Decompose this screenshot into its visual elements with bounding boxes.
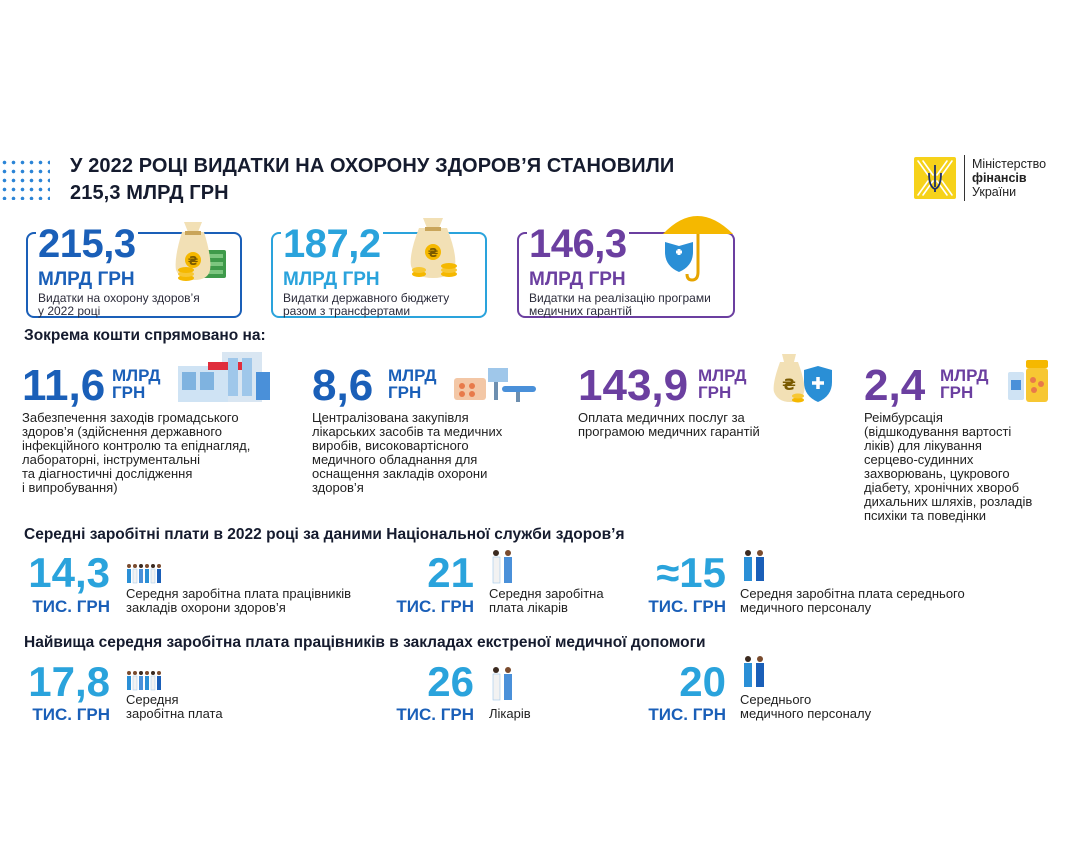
laboratory-icon bbox=[178, 352, 274, 409]
card-value: 187,2 bbox=[281, 222, 383, 266]
card-desc: Видатки на охорону здоров’я у 2022 році bbox=[38, 291, 200, 318]
logo-separator bbox=[964, 155, 965, 201]
svg-text:₴: ₴ bbox=[428, 246, 438, 260]
emergency-unit: ТИС. ГРН bbox=[648, 705, 726, 724]
card-value: 146,3 bbox=[527, 222, 629, 266]
title-line-1: У 2022 РОЦІ ВИДАТКИ НА ОХОРОНУ ЗДОРОВ’Я … bbox=[70, 155, 675, 177]
salary-unit: ТИС. ГРН bbox=[648, 597, 726, 616]
emergency-unit: ТИС. ГРН bbox=[32, 705, 110, 724]
salary-unit: ТИС. ГРН bbox=[396, 597, 474, 616]
ministry-line-1: Міністерство bbox=[972, 157, 1047, 171]
nurses-icon bbox=[742, 549, 768, 583]
card-value: 215,3 bbox=[36, 222, 138, 266]
medical-equipment-icon bbox=[454, 364, 538, 409]
fund-desc: Забезпечення заходів громадського здоров’… bbox=[22, 410, 251, 495]
fund-unit: МЛРД ГРН bbox=[388, 366, 437, 402]
ministry-line-2: фінансів bbox=[972, 171, 1027, 185]
trident-logo-icon bbox=[914, 157, 956, 199]
card-unit: МЛРД ГРН bbox=[529, 269, 626, 290]
emergency-value: 26 bbox=[427, 658, 474, 705]
ministry-line-3: України bbox=[972, 185, 1017, 199]
salary-desc: Середня заробітна плата працівників закла… bbox=[126, 586, 352, 615]
salary-desc: Середня заробітна плата лікарів bbox=[489, 586, 604, 615]
fund-unit: МЛРД ГРН bbox=[112, 366, 161, 402]
salaries-heading: Середні заробітні плати в 2022 році за д… bbox=[24, 526, 625, 543]
money-bag-icon: ₴ bbox=[166, 218, 230, 289]
card-unit: МЛРД ГРН bbox=[38, 269, 135, 290]
doctors-icon bbox=[491, 549, 515, 585]
doctors-icon bbox=[491, 666, 515, 702]
emergency-value: 17,8 bbox=[28, 658, 110, 705]
page-title: У 2022 РОЦІ ВИДАТКИ НА ОХОРОНУ ЗДОРОВ’Я … bbox=[70, 153, 770, 207]
fund-desc: Централізована закупівля лікарських засоб… bbox=[312, 410, 503, 495]
fund-desc: Реімбурсація (відшкодування вартості ліків… bbox=[864, 410, 1033, 523]
nurses-icon bbox=[742, 655, 768, 689]
fund-value: 11,6 bbox=[22, 361, 106, 410]
ministry-name: Міністерство фінансів України bbox=[972, 157, 1046, 199]
money-bag-icon: ₴ bbox=[403, 214, 467, 285]
emergency-unit: ТИС. ГРН bbox=[396, 705, 474, 724]
fund-value: 2,4 bbox=[864, 361, 926, 410]
fund-value: 143,9 bbox=[578, 361, 689, 410]
fund-unit: МЛРД ГРН bbox=[940, 366, 989, 402]
card-medical-guarantees: 146,3 МЛРД ГРН Видатки на реалізацію про… bbox=[517, 216, 735, 318]
fund-value: 8,6 bbox=[312, 361, 374, 410]
card-desc: Видатки на реалізацію програми медичних г… bbox=[529, 291, 711, 318]
pills-icon bbox=[1006, 358, 1050, 409]
fund-unit: МЛРД ГРН bbox=[698, 366, 747, 402]
emergency-desc: Середнього медичного персоналу bbox=[740, 692, 872, 721]
emergency-value: 20 bbox=[679, 658, 726, 705]
emergency-desc: Лікарів bbox=[489, 706, 531, 721]
people-group-icon bbox=[126, 563, 164, 585]
umbrella-shield-icon bbox=[657, 204, 737, 289]
people-group-icon bbox=[126, 670, 164, 692]
emergency-desc: Середня заробітна плата bbox=[126, 692, 223, 721]
salary-value: 21 bbox=[427, 549, 474, 596]
card-state-budget: 187,2 МЛРД ГРН Видатки державного бюджет… bbox=[271, 218, 487, 318]
salary-desc: Середня заробітна плата середнього медичн… bbox=[740, 586, 965, 615]
salary-value: 14,3 bbox=[28, 549, 110, 596]
svg-text:₴: ₴ bbox=[188, 254, 198, 268]
svg-text:₴: ₴ bbox=[782, 375, 796, 394]
emergency-heading: Найвища середня заробітна плата працівни… bbox=[24, 634, 706, 651]
salary-unit: ТИС. ГРН bbox=[32, 597, 110, 616]
card-total-health: 215,3 МЛРД ГРН Видатки на охорону здоров… bbox=[26, 222, 242, 318]
card-unit: МЛРД ГРН bbox=[283, 269, 380, 290]
dots-decoration bbox=[0, 158, 50, 200]
title-line-2: 215,3 МЛРД ГРН bbox=[70, 182, 229, 204]
salary-value: ≈15 bbox=[656, 549, 726, 596]
card-desc: Видатки державного бюджету разом з трансф… bbox=[283, 291, 450, 318]
fund-desc: Оплата медичних послуг за програмою медич… bbox=[578, 410, 760, 439]
funds-heading: Зокрема кошти спрямовано на: bbox=[24, 327, 266, 344]
money-bag-shield-icon: ₴ bbox=[770, 352, 836, 409]
